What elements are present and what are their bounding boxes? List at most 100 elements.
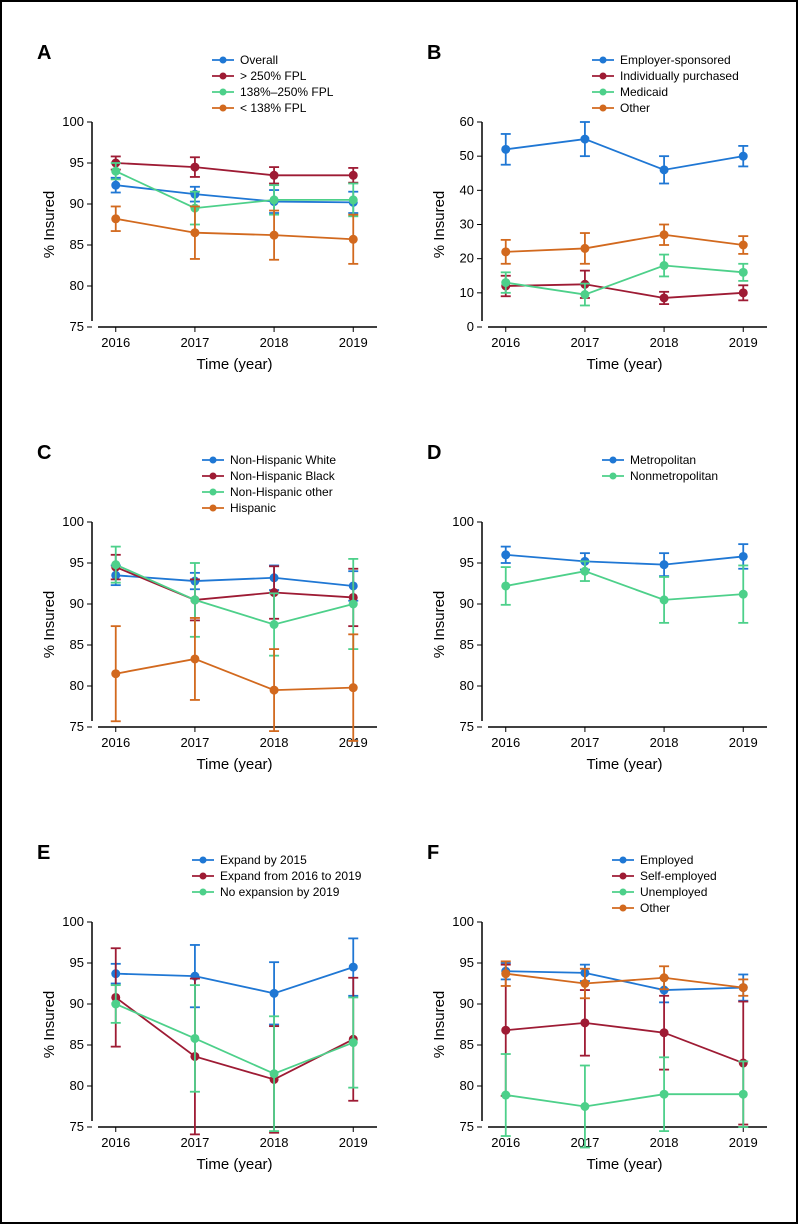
svg-text:Nonmetropolitan: Nonmetropolitan (630, 469, 718, 483)
svg-text:% Insured: % Insured (431, 191, 448, 259)
svg-text:95: 95 (70, 955, 84, 970)
svg-text:2016: 2016 (101, 335, 130, 350)
svg-text:100: 100 (62, 514, 84, 529)
panel-E: E75808590951002016201720182019Time (year… (32, 842, 392, 1182)
panel-A: A 75 80 85 90 95 100 2016 2017 2018 2019 Time (year… (32, 42, 392, 382)
svg-text:80: 80 (460, 678, 474, 693)
svg-text:85: 85 (70, 1037, 84, 1052)
svg-text:2017: 2017 (180, 335, 209, 350)
svg-text:% Insured: % Insured (431, 991, 448, 1059)
panel-label-C: C (37, 442, 51, 465)
figure-container: A75808590951002016201720182019Time (year… (0, 0, 798, 1224)
svg-text:0: 0 (467, 319, 474, 334)
svg-text:2018: 2018 (260, 735, 289, 750)
svg-text:100: 100 (452, 514, 474, 529)
svg-text:% Insured: % Insured (431, 591, 448, 659)
svg-text:Other: Other (640, 901, 670, 915)
svg-text:90: 90 (460, 996, 474, 1011)
svg-text:> 250% FPL: > 250% FPL (240, 69, 307, 83)
svg-text:Overall: Overall (240, 53, 278, 67)
svg-text:Unemployed: Unemployed (640, 885, 707, 899)
svg-text:Non-Hispanic White: Non-Hispanic White (230, 453, 336, 467)
svg-text:2016: 2016 (491, 335, 520, 350)
svg-text:Time (year): Time (year) (196, 756, 272, 773)
svg-text:Non-Hispanic other: Non-Hispanic other (230, 485, 333, 499)
svg-text:< 138% FPL: < 138% FPL (240, 101, 307, 115)
svg-text:100: 100 (452, 914, 474, 929)
svg-text:% Insured: % Insured (41, 591, 58, 659)
svg-text:2018: 2018 (260, 335, 289, 350)
svg-text:Medicaid: Medicaid (620, 85, 668, 99)
panel-B: B01020304050602016201720182019Time (year… (422, 42, 782, 382)
svg-text:2019: 2019 (339, 335, 368, 350)
svg-text:75: 75 (70, 319, 84, 334)
svg-text:100: 100 (62, 114, 84, 129)
panel-C: C75808590951002016201720182019Time (year… (32, 442, 392, 782)
svg-text:% Insured: % Insured (41, 991, 58, 1059)
svg-text:90: 90 (460, 596, 474, 611)
svg-text:95: 95 (70, 155, 84, 170)
svg-text:85: 85 (70, 237, 84, 252)
svg-text:2018: 2018 (650, 335, 679, 350)
svg-text:75: 75 (460, 719, 474, 734)
svg-text:Time (year): Time (year) (586, 356, 662, 373)
svg-text:75: 75 (460, 1119, 474, 1134)
svg-text:60: 60 (460, 114, 474, 129)
svg-text:2017: 2017 (570, 335, 599, 350)
svg-text:85: 85 (460, 637, 474, 652)
svg-text:30: 30 (460, 217, 474, 232)
svg-text:10: 10 (460, 285, 474, 300)
svg-text:138%–250% FPL: 138%–250% FPL (240, 85, 334, 99)
svg-text:2019: 2019 (339, 1135, 368, 1150)
panel-label-D: D (427, 442, 441, 465)
svg-text:90: 90 (70, 196, 84, 211)
svg-text:Employed: Employed (640, 853, 693, 867)
svg-text:Expand from 2016 to 2019: Expand from 2016 to 2019 (220, 869, 362, 883)
svg-text:2016: 2016 (101, 735, 130, 750)
svg-text:90: 90 (70, 996, 84, 1011)
svg-text:80: 80 (70, 278, 84, 293)
panel-label-E: E (37, 842, 50, 865)
svg-text:Time (year): Time (year) (196, 1156, 272, 1173)
svg-text:2017: 2017 (180, 1135, 209, 1150)
svg-text:Hispanic: Hispanic (230, 501, 276, 515)
svg-text:40: 40 (460, 182, 474, 197)
svg-text:Metropolitan: Metropolitan (630, 453, 696, 467)
svg-text:85: 85 (70, 637, 84, 652)
svg-text:90: 90 (70, 596, 84, 611)
svg-text:75: 75 (70, 1119, 84, 1134)
panel-F: F75808590951002016201720182019Time (year… (422, 842, 782, 1182)
svg-text:Time (year): Time (year) (586, 1156, 662, 1173)
svg-text:Employer-sponsored: Employer-sponsored (620, 53, 731, 67)
svg-text:2019: 2019 (729, 335, 758, 350)
svg-text:100: 100 (62, 914, 84, 929)
svg-text:Individually purchased: Individually purchased (620, 69, 739, 83)
svg-text:2016: 2016 (491, 735, 520, 750)
panel-D: D75808590951002016201720182019Time (year… (422, 442, 782, 782)
svg-text:50: 50 (460, 148, 474, 163)
svg-text:2017: 2017 (180, 735, 209, 750)
svg-text:2016: 2016 (101, 1135, 130, 1150)
svg-text:2019: 2019 (729, 735, 758, 750)
svg-text:95: 95 (70, 555, 84, 570)
svg-text:Self-employed: Self-employed (640, 869, 717, 883)
panel-label-F: F (427, 842, 439, 865)
svg-text:75: 75 (70, 719, 84, 734)
svg-text:No expansion by 2019: No expansion by 2019 (220, 885, 340, 899)
svg-text:80: 80 (70, 678, 84, 693)
svg-text:% Insured: % Insured (41, 191, 58, 259)
svg-text:2018: 2018 (650, 1135, 679, 1150)
svg-text:2019: 2019 (729, 1135, 758, 1150)
svg-text:Expand by 2015: Expand by 2015 (220, 853, 307, 867)
svg-text:80: 80 (70, 1078, 84, 1093)
panel-label-A: A (37, 42, 51, 65)
svg-text:80: 80 (460, 1078, 474, 1093)
svg-text:Other: Other (620, 101, 650, 115)
svg-text:Time (year): Time (year) (196, 356, 272, 373)
svg-text:2018: 2018 (650, 735, 679, 750)
svg-text:95: 95 (460, 555, 474, 570)
svg-text:85: 85 (460, 1037, 474, 1052)
svg-text:95: 95 (460, 955, 474, 970)
svg-text:20: 20 (460, 251, 474, 266)
svg-text:2016: 2016 (491, 1135, 520, 1150)
